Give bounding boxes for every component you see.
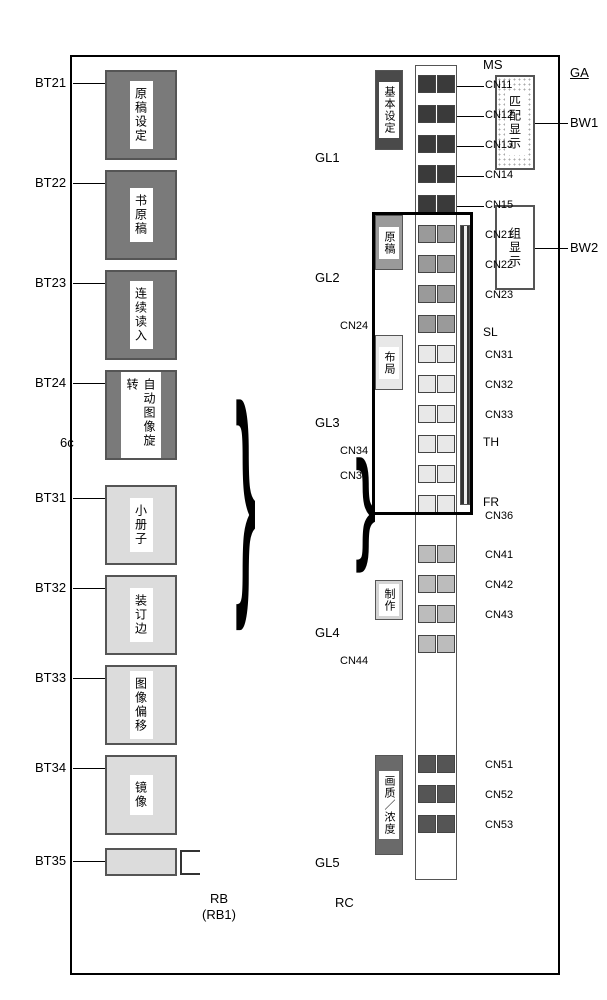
cn12[interactable]: [418, 105, 436, 123]
a-gl5: GL5: [315, 855, 340, 870]
a-gl3: GL3: [315, 415, 340, 430]
a-cn53: CN53: [485, 819, 513, 831]
cn44b[interactable]: [437, 635, 455, 653]
a-gl1: GL1: [315, 150, 340, 165]
cn41[interactable]: [418, 545, 436, 563]
brace-rb: ⏞: [169, 395, 249, 635]
a-cn23: CN23: [485, 289, 513, 301]
gl5: 画质／浓度: [375, 755, 403, 855]
bt21-label: 原稿设定: [130, 81, 153, 149]
bt33[interactable]: 图像偏移: [105, 665, 177, 745]
cn44[interactable]: [418, 635, 436, 653]
a-bt34: BT34: [35, 760, 66, 775]
a-cn34: CN34: [340, 445, 368, 457]
a-cn44: CN44: [340, 655, 368, 667]
bt34-label: 镜像: [130, 775, 153, 815]
a-bw2: BW2: [570, 240, 598, 255]
bt31-label: 小册子: [130, 498, 153, 552]
a-th: TH: [483, 435, 499, 449]
a-cn12: CN12: [485, 109, 513, 121]
cn11[interactable]: [418, 75, 436, 93]
a-cn14: CN14: [485, 169, 513, 181]
cn53[interactable]: [418, 815, 436, 833]
bt22-label: 书原稿: [130, 188, 153, 242]
a-cn41: CN41: [485, 549, 513, 561]
cn42[interactable]: [418, 575, 436, 593]
gl4-label: 制作: [379, 584, 399, 616]
bt23-label: 连续读入: [130, 281, 153, 349]
cn15[interactable]: [418, 195, 436, 213]
a-cn43: CN43: [485, 609, 513, 621]
cn13[interactable]: [418, 135, 436, 153]
patent-ui-diagram: 6c GA 原稿设定 书原稿 连续读入 自动图像旋转 小册子 装订边 图像偏移 …: [15, 15, 592, 985]
a-bt22: BT22: [35, 175, 66, 190]
bw2[interactable]: 组显示: [495, 205, 535, 290]
bt21[interactable]: 原稿设定: [105, 70, 177, 160]
a-bt24: BT24: [35, 375, 66, 390]
bt34[interactable]: 镜像: [105, 755, 177, 835]
fr-frame: [372, 212, 473, 515]
cn14b[interactable]: [437, 165, 455, 183]
cn14[interactable]: [418, 165, 436, 183]
gl1: 基本设定: [375, 70, 403, 150]
a-bt23: BT23: [35, 275, 66, 290]
a-cn31: CN31: [485, 349, 513, 361]
a-cn35: CN35: [340, 470, 368, 482]
cn43[interactable]: [418, 605, 436, 623]
a-cn51: CN51: [485, 759, 513, 771]
a-cn36: CN36: [485, 510, 513, 522]
bt33-label: 图像偏移: [130, 671, 153, 739]
a-fr: FR: [483, 495, 499, 509]
a-bt32: BT32: [35, 580, 66, 595]
cn43b[interactable]: [437, 605, 455, 623]
cn53b[interactable]: [437, 815, 455, 833]
rb-tab[interactable]: [180, 850, 200, 875]
a-gl2: GL2: [315, 270, 340, 285]
bt32-label: 装订边: [130, 588, 153, 642]
cn15b[interactable]: [437, 195, 455, 213]
gl5-label: 画质／浓度: [379, 771, 399, 839]
a-cn15: CN15: [485, 199, 513, 211]
cn12b[interactable]: [437, 105, 455, 123]
a-ms: MS: [483, 57, 503, 72]
cn11b[interactable]: [437, 75, 455, 93]
bt22[interactable]: 书原稿: [105, 170, 177, 260]
a-bt21: BT21: [35, 75, 66, 90]
cn51b[interactable]: [437, 755, 455, 773]
gl4: 制作: [375, 580, 403, 620]
a-bt35: BT35: [35, 853, 66, 868]
a-rc: RC: [335, 895, 354, 910]
a-bt33: BT33: [35, 670, 66, 685]
a-cn33: CN33: [485, 409, 513, 421]
a-cn13: CN13: [485, 139, 513, 151]
a-bw1: BW1: [570, 115, 598, 130]
a-cn32: CN32: [485, 379, 513, 391]
a-cn24: CN24: [340, 320, 368, 332]
cn52b[interactable]: [437, 785, 455, 803]
a-cn11: CN11: [485, 79, 512, 91]
a-sl: SL: [483, 325, 498, 339]
a-cn21: CN21: [485, 229, 513, 241]
bt35[interactable]: [105, 848, 177, 876]
cn42b[interactable]: [437, 575, 455, 593]
a-bt31: BT31: [35, 490, 66, 505]
cn52[interactable]: [418, 785, 436, 803]
a-gl4: GL4: [315, 625, 340, 640]
a-rb: RB: [210, 891, 228, 906]
bt23[interactable]: 连续读入: [105, 270, 177, 360]
a-cn42: CN42: [485, 579, 513, 591]
cn51[interactable]: [418, 755, 436, 773]
a-rb1: (RB1): [202, 907, 236, 922]
bt24-label: 自动图像旋转: [121, 372, 161, 458]
gl1-label: 基本设定: [379, 82, 399, 138]
a-cn52: CN52: [485, 789, 513, 801]
cn41b[interactable]: [437, 545, 455, 563]
label-6c: 6c: [60, 435, 74, 450]
label-ga: GA: [570, 65, 589, 80]
cn13b[interactable]: [437, 135, 455, 153]
a-cn22: CN22: [485, 259, 513, 271]
